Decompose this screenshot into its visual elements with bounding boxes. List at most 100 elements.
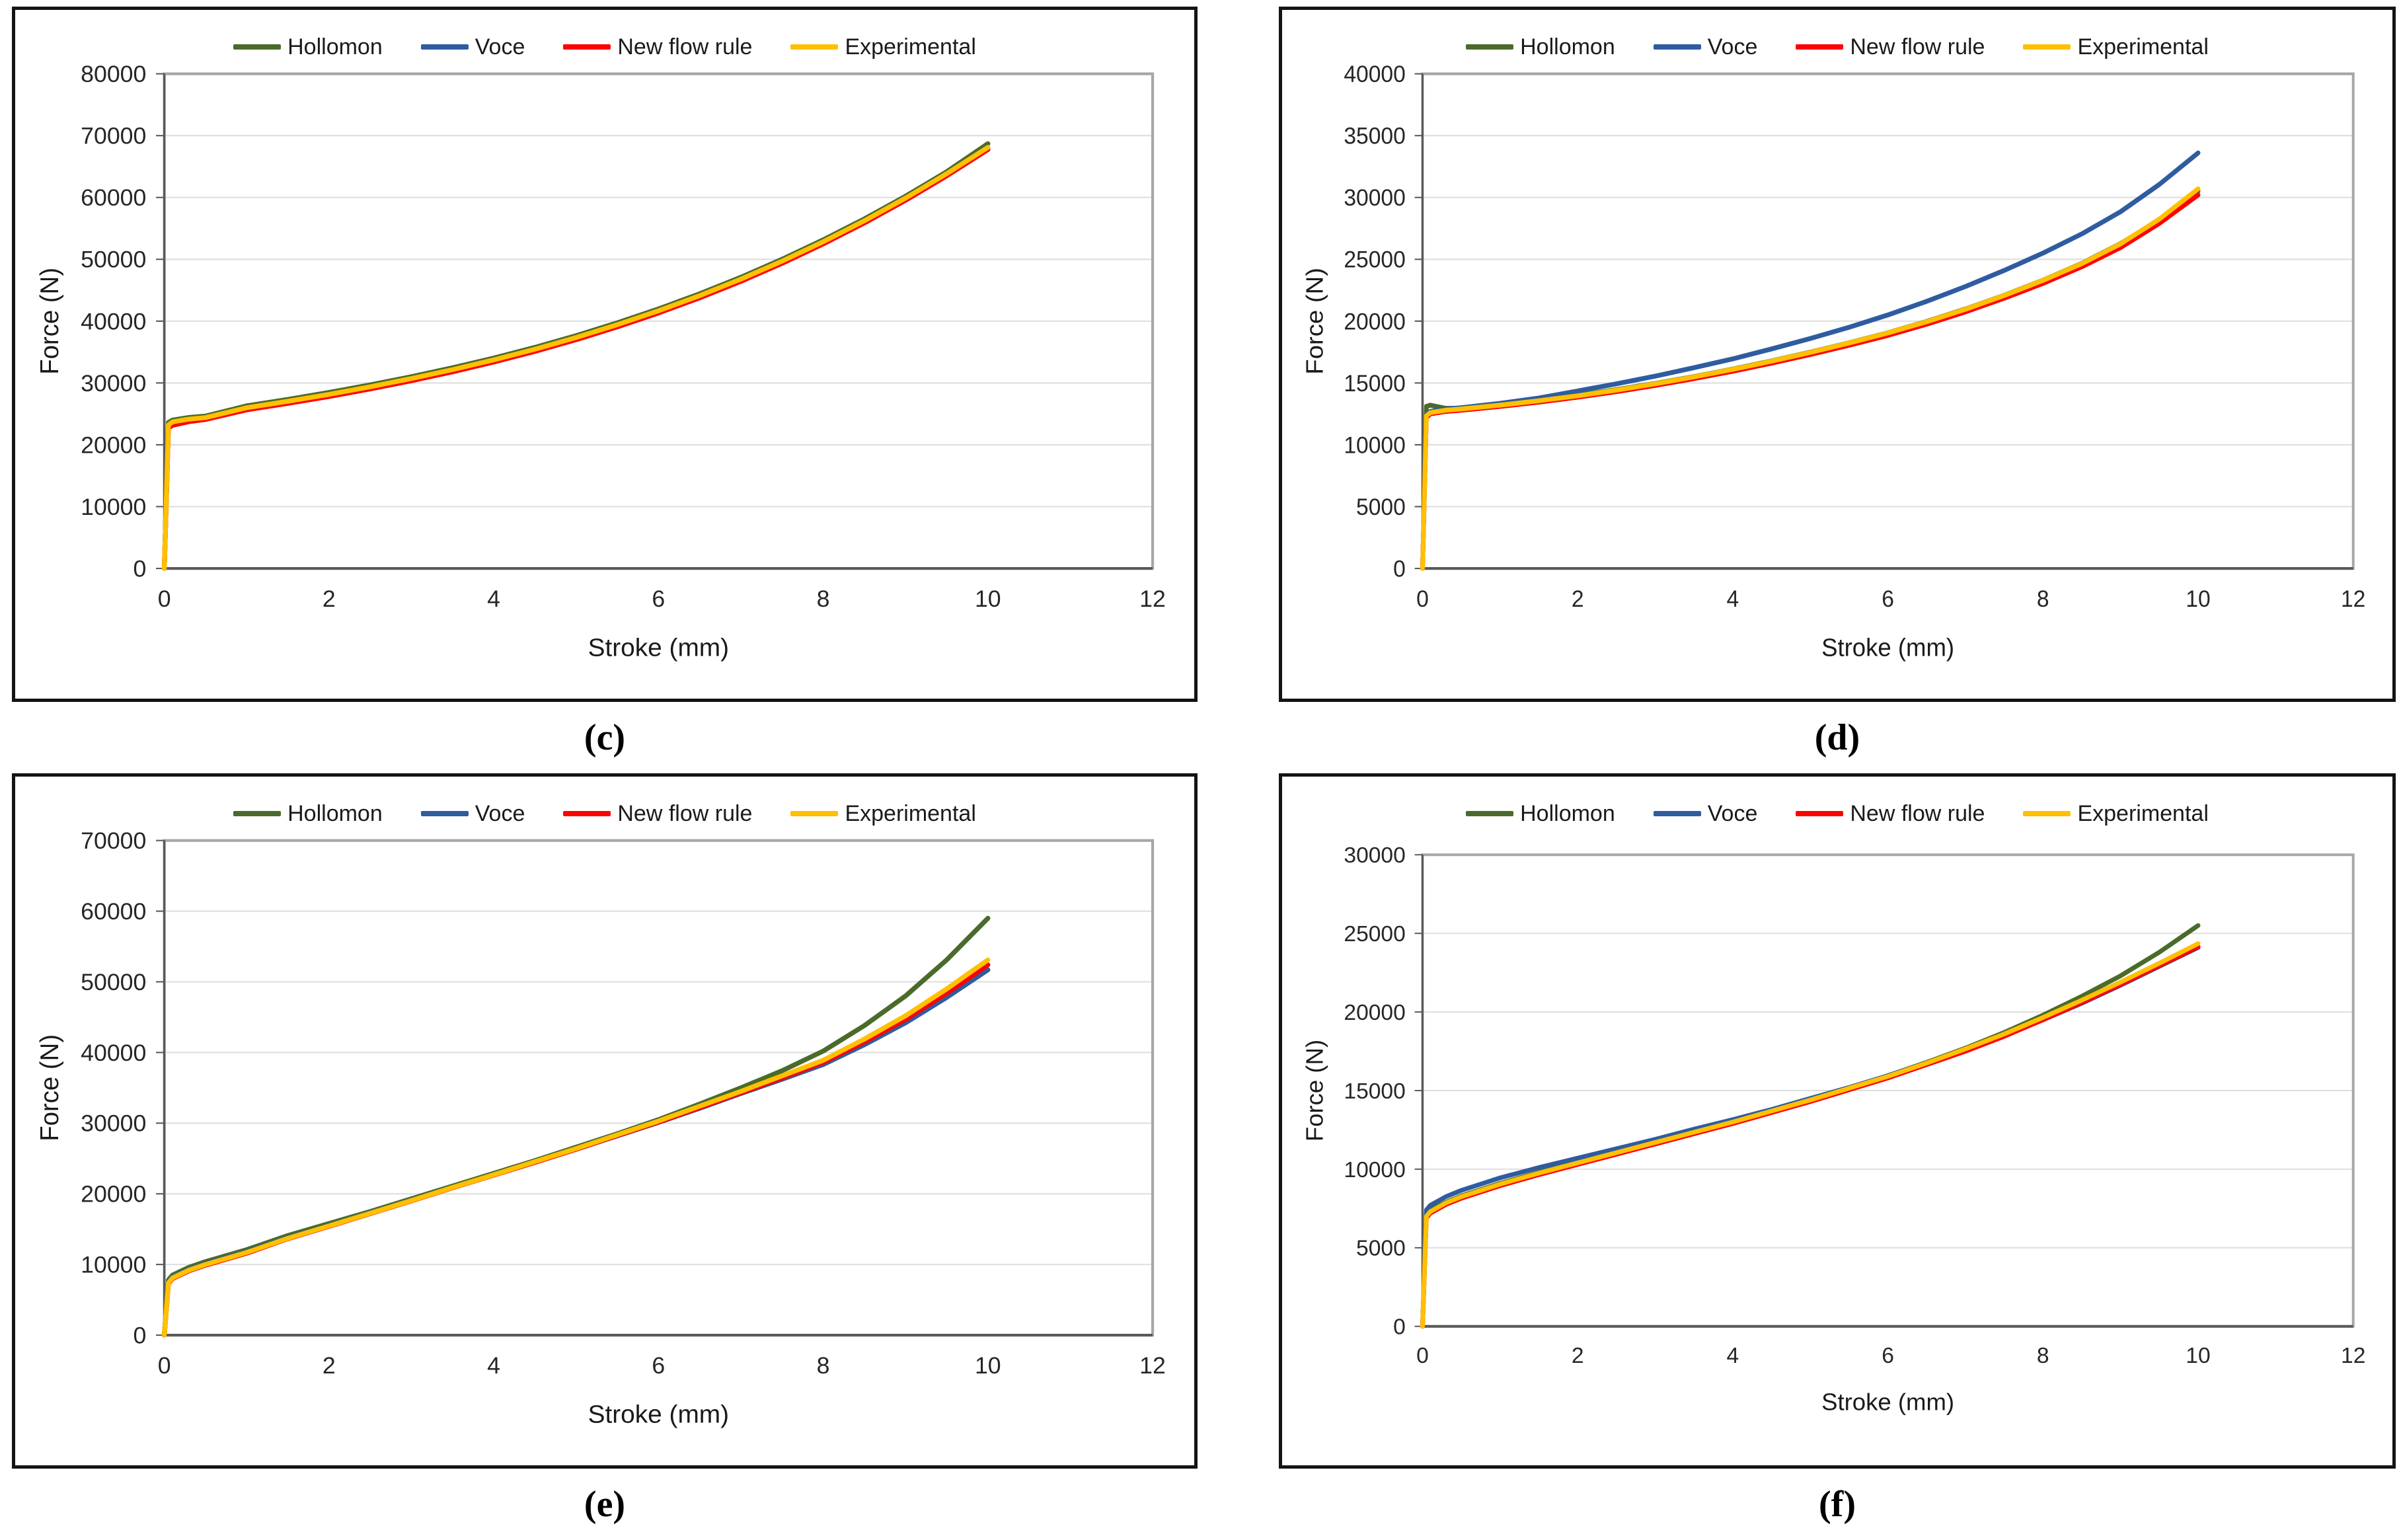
svg-text:4: 4	[487, 1352, 500, 1379]
svg-text:30000: 30000	[1344, 185, 1405, 211]
svg-text:0: 0	[1416, 1344, 1429, 1368]
legend-item: Hollomon	[1466, 34, 1615, 60]
caption-e: (e)	[584, 1484, 626, 1525]
svg-text:40000: 40000	[81, 308, 146, 334]
svg-text:12: 12	[1139, 1352, 1166, 1379]
legend-line-swatch	[1653, 811, 1701, 816]
svg-text:10: 10	[975, 586, 1001, 612]
legend-item: Experimental	[790, 800, 976, 827]
force-stroke-chart-c: 0 10000 20000 30000 40000 50000 60000 70000 8000…	[36, 61, 1166, 662]
svg-text:0: 0	[158, 1352, 171, 1379]
svg-text:12: 12	[2341, 586, 2365, 612]
svg-text:80000: 80000	[81, 61, 146, 87]
svg-text:10: 10	[975, 1352, 1001, 1379]
legend-item: Hollomon	[1466, 801, 1615, 827]
svg-text:10000: 10000	[81, 1252, 146, 1278]
caption-d: (d)	[1814, 717, 1860, 758]
legend-label: Experimental	[2077, 34, 2209, 59]
legend-label: New flow rule	[1850, 34, 1985, 59]
legend-line-swatch	[563, 44, 611, 50]
svg-text:10000: 10000	[1344, 1158, 1405, 1182]
legend-item: New flow rule	[563, 34, 752, 60]
legend-label: Experimental	[845, 800, 976, 826]
svg-text:60000: 60000	[81, 898, 146, 925]
svg-text:Stroke (mm): Stroke (mm)	[588, 634, 729, 662]
legend-label: Experimental	[2077, 800, 2209, 826]
svg-text:10000: 10000	[81, 494, 146, 520]
svg-text:25000: 25000	[1344, 247, 1405, 273]
svg-text:35000: 35000	[1344, 124, 1405, 149]
legend-item: Voce	[420, 34, 525, 60]
svg-text:30000: 30000	[81, 370, 146, 397]
legend-item: Hollomon	[233, 34, 383, 60]
legend-line-swatch	[563, 811, 611, 816]
legend-line-swatch	[790, 811, 839, 816]
legend-item: Hollomon	[233, 801, 383, 827]
svg-text:20000: 20000	[1344, 1001, 1405, 1025]
svg-text:50000: 50000	[81, 247, 146, 273]
svg-text:10: 10	[2186, 1344, 2210, 1368]
legend-c: Hollomon Voce New flow rule Experimental	[15, 32, 1194, 61]
legend-line-swatch	[1796, 44, 1844, 50]
legend-item: New flow rule	[563, 801, 752, 827]
svg-text:25000: 25000	[1344, 922, 1405, 946]
svg-text:20000: 20000	[81, 1181, 146, 1208]
svg-text:50000: 50000	[81, 969, 146, 995]
svg-text:10: 10	[2186, 586, 2210, 612]
caption-f: (f)	[1819, 1484, 1856, 1525]
svg-text:6: 6	[1882, 586, 1894, 612]
legend-line-swatch	[1653, 44, 1701, 50]
chart-panel-f: Hollomon Voce New flow rule Experimental 0 5…	[1279, 773, 2396, 1469]
svg-text:15000: 15000	[1344, 1079, 1405, 1104]
force-stroke-chart-d: 0 5000 10000 15000 20000 25000 30000 35000 40000…	[1301, 61, 2365, 662]
legend-line-swatch	[1796, 811, 1844, 816]
legend-label: Voce	[1707, 34, 1758, 59]
legend-item: New flow rule	[1796, 801, 1985, 827]
svg-text:70000: 70000	[81, 828, 146, 854]
svg-text:40000: 40000	[1344, 61, 1405, 87]
legend-line-swatch	[1466, 44, 1514, 50]
svg-text:10000: 10000	[1344, 433, 1405, 459]
legend-label: New flow rule	[617, 34, 753, 59]
chart-panel-d: Hollomon Voce New flow rule Experimental 0 5…	[1279, 7, 2396, 702]
legend-f: Hollomon Voce New flow rule Experimental	[1282, 799, 2392, 828]
caption-c: (c)	[584, 717, 626, 758]
svg-text:4: 4	[1727, 1344, 1739, 1368]
svg-text:4: 4	[487, 586, 500, 612]
legend-item: Experimental	[790, 34, 976, 60]
svg-text:2: 2	[323, 1352, 336, 1379]
svg-text:0: 0	[1393, 557, 1406, 582]
legend-line-swatch	[233, 44, 282, 50]
svg-text:Stroke (mm): Stroke (mm)	[1821, 1388, 1954, 1415]
svg-text:Stroke (mm): Stroke (mm)	[1821, 633, 1954, 662]
svg-text:20000: 20000	[1344, 309, 1405, 335]
svg-text:5000: 5000	[1356, 1237, 1406, 1261]
legend-line-swatch	[2023, 811, 2071, 816]
svg-text:6: 6	[652, 586, 665, 612]
svg-text:20000: 20000	[81, 432, 146, 459]
legend-line-swatch	[790, 44, 839, 50]
legend-item: Voce	[1653, 34, 1758, 60]
svg-text:0: 0	[1393, 1315, 1406, 1340]
legend-label: New flow rule	[1850, 800, 1985, 826]
cell-f: Hollomon Voce New flow rule Experimental 0 5…	[1279, 773, 2396, 1540]
svg-text:12: 12	[1139, 586, 1166, 612]
svg-text:6: 6	[1882, 1344, 1894, 1368]
svg-text:12: 12	[2341, 1344, 2365, 1368]
legend-item: Voce	[1653, 801, 1757, 827]
legend-e: Hollomon Voce New flow rule Experimental	[15, 799, 1194, 828]
legend-label: Voce	[475, 800, 525, 826]
chart-panel-c: Hollomon Voce New flow rule Experimental 0 1…	[12, 7, 1198, 702]
legend-item: Experimental	[2023, 800, 2209, 827]
legend-line-swatch	[2023, 44, 2071, 50]
legend-line-swatch	[1466, 811, 1514, 816]
force-stroke-chart-e: 0 10000 20000 30000 40000 50000 60000 70000 0 2 4 6…	[36, 828, 1166, 1429]
svg-text:2: 2	[1572, 1344, 1584, 1368]
legend-item: New flow rule	[1796, 34, 1985, 60]
svg-text:40000: 40000	[81, 1040, 146, 1066]
svg-text:5000: 5000	[1356, 494, 1406, 520]
legend-d: Hollomon Voce New flow rule Experimental	[1282, 32, 2392, 61]
cell-e: Hollomon Voce New flow rule Experimental 0 1…	[12, 773, 1198, 1540]
legend-item: Voce	[420, 800, 525, 827]
